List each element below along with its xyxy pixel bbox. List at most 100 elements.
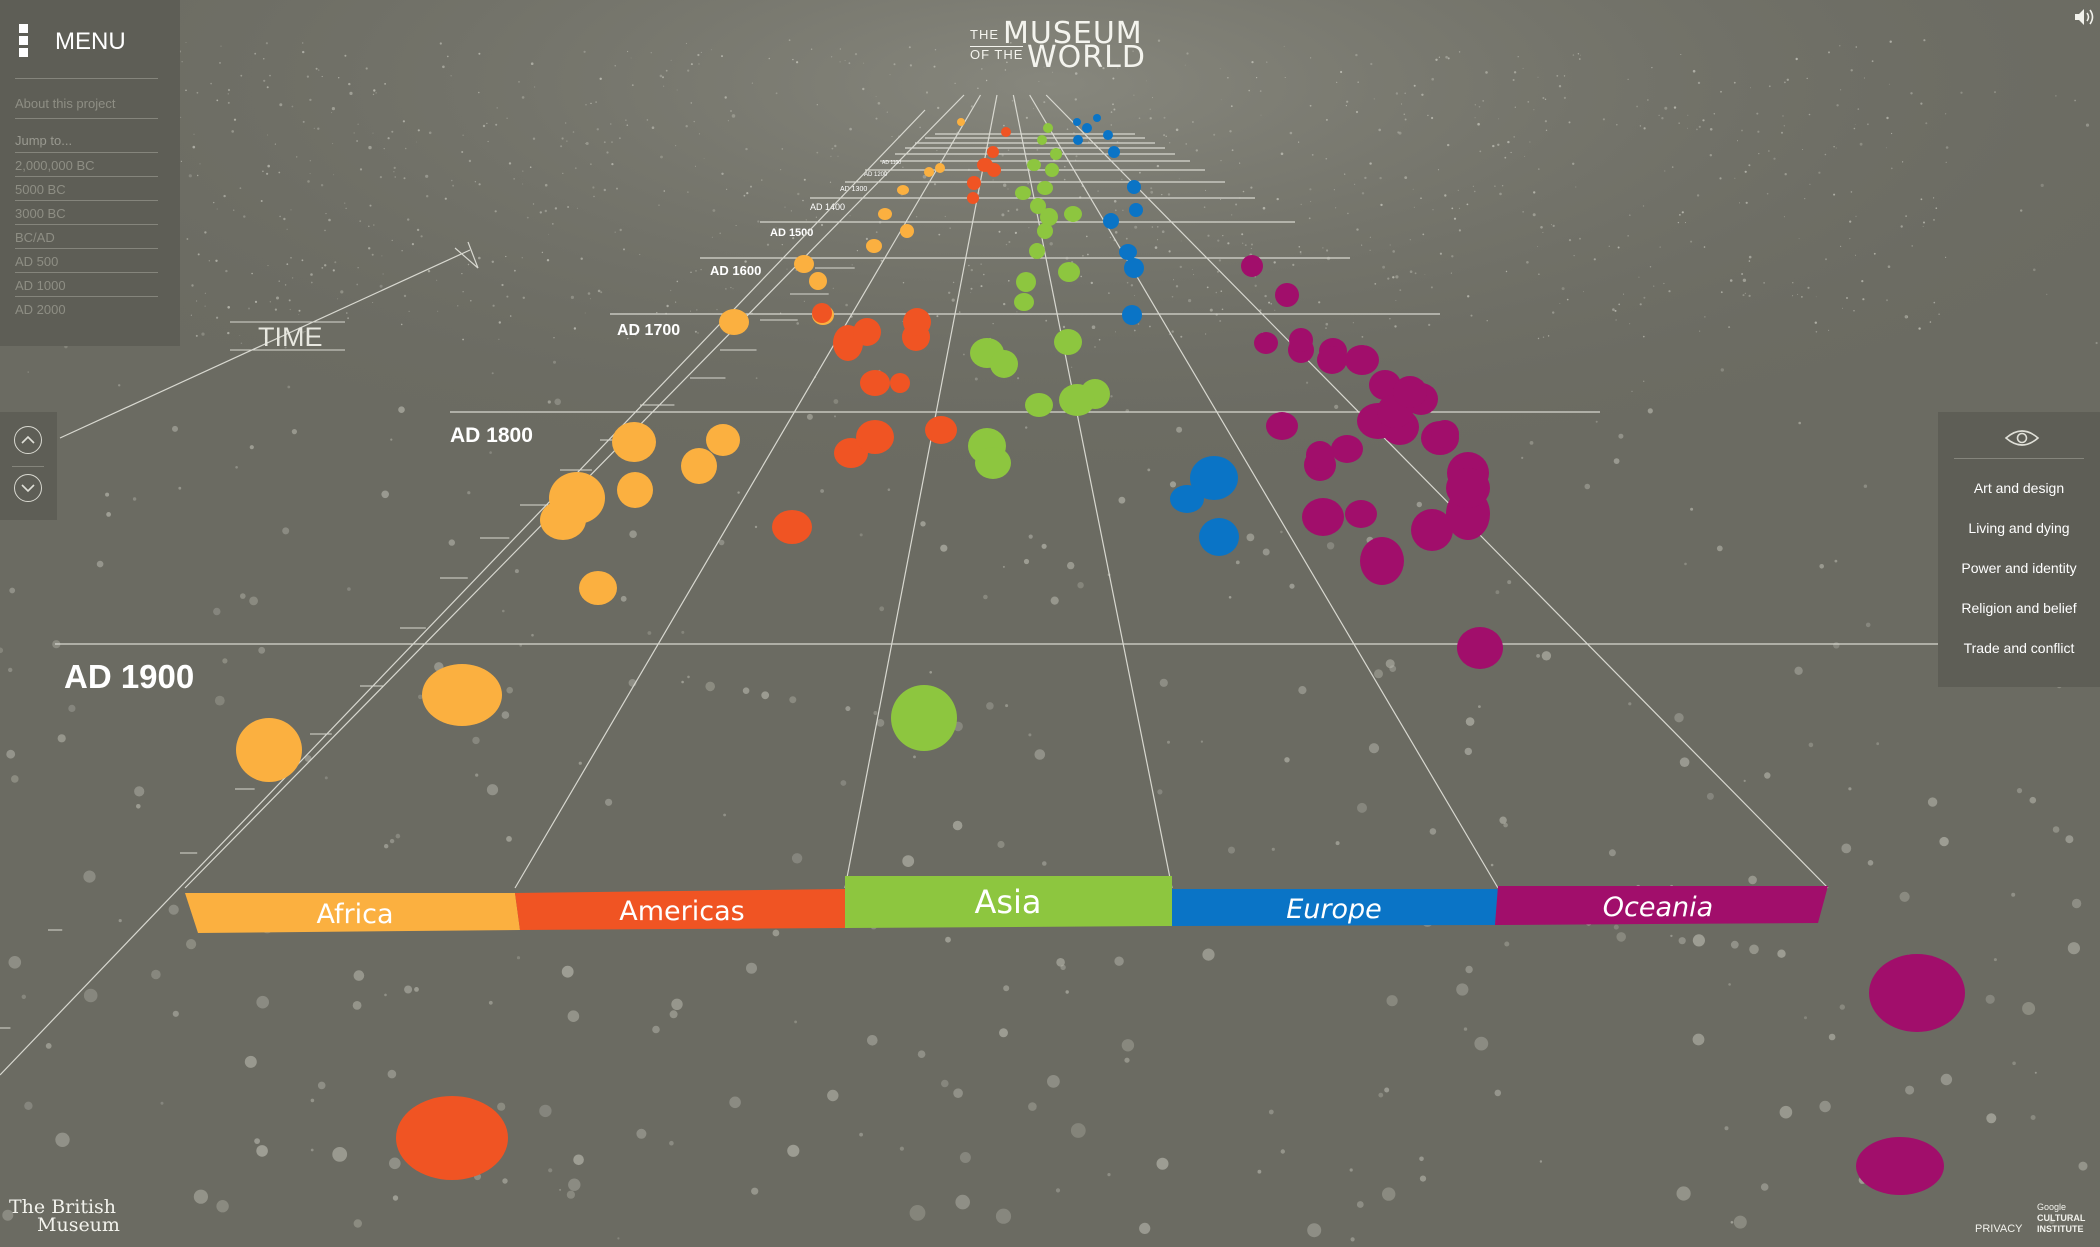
eye-icon[interactable] xyxy=(2004,428,2040,448)
object-dot-europe[interactable] xyxy=(1124,258,1144,278)
object-dot-africa[interactable] xyxy=(809,272,827,290)
object-dot-asia[interactable] xyxy=(1025,393,1053,417)
region-band[interactable]: Africa Americas Asia Europe Oceania xyxy=(185,876,1828,933)
object-dot-asia[interactable] xyxy=(1064,206,1082,222)
object-dot-oceania[interactable] xyxy=(1266,412,1298,440)
object-dot-oceania[interactable] xyxy=(1431,420,1459,448)
object-dot-asia[interactable] xyxy=(1029,243,1045,259)
scroll-down-button[interactable] xyxy=(14,474,42,502)
object-dot-africa[interactable] xyxy=(935,163,945,173)
object-dot-americas[interactable] xyxy=(987,146,999,158)
object-dot-oceania[interactable] xyxy=(1345,345,1379,375)
object-dot-asia[interactable] xyxy=(1050,148,1062,160)
museum-of-the-world-logo[interactable]: THE OF THE MUSEUM WORLD xyxy=(960,16,1160,75)
object-dot-europe[interactable] xyxy=(1093,114,1101,122)
object-dots[interactable] xyxy=(236,114,1965,1195)
object-dot-oceania[interactable] xyxy=(1241,255,1263,277)
object-dot-americas[interactable] xyxy=(1001,127,1011,137)
object-dot-americas[interactable] xyxy=(856,420,894,454)
object-dot-americas[interactable] xyxy=(903,308,931,336)
object-dot-asia[interactable] xyxy=(1045,163,1059,177)
object-dot-asia[interactable] xyxy=(1058,262,1080,282)
object-dot-oceania[interactable] xyxy=(1446,468,1490,508)
object-dot-americas[interactable] xyxy=(860,370,890,396)
region-asia-segment[interactable] xyxy=(845,876,1172,928)
object-dot-asia[interactable] xyxy=(1030,198,1046,214)
object-dot-asia[interactable] xyxy=(1037,181,1053,195)
privacy-link[interactable]: PRIVACY xyxy=(1975,1223,2023,1235)
filter-power-and-identity[interactable]: Power and identity xyxy=(1961,560,2077,576)
object-dot-oceania[interactable] xyxy=(1345,500,1377,528)
object-dot-asia[interactable] xyxy=(1054,329,1082,355)
object-dot-europe[interactable] xyxy=(1108,146,1120,158)
object-dot-europe[interactable] xyxy=(1103,130,1113,140)
object-dot-oceania[interactable] xyxy=(1856,1137,1944,1195)
object-dot-asia[interactable] xyxy=(1037,135,1047,145)
object-dot-europe[interactable] xyxy=(1103,213,1119,229)
object-dot-europe[interactable] xyxy=(1073,135,1083,145)
object-dot-asia[interactable] xyxy=(1014,293,1034,311)
object-dot-asia[interactable] xyxy=(1043,123,1053,133)
jump-item[interactable]: AD 500 xyxy=(15,254,59,269)
google-cultural-institute-logo[interactable]: Google CULTURAL INSTITUTE xyxy=(2037,1202,2085,1235)
object-dot-africa[interactable] xyxy=(540,500,586,540)
object-dot-asia[interactable] xyxy=(1059,384,1095,416)
object-dot-africa[interactable] xyxy=(579,571,617,605)
object-dot-africa[interactable] xyxy=(681,448,717,484)
menu-about-link[interactable]: About this project xyxy=(15,96,116,111)
object-dot-africa[interactable] xyxy=(422,664,502,726)
object-dot-europe[interactable] xyxy=(1119,244,1137,260)
object-dot-americas[interactable] xyxy=(967,192,979,204)
object-dot-oceania[interactable] xyxy=(1317,346,1347,374)
object-dot-americas[interactable] xyxy=(925,416,957,444)
object-dot-europe[interactable] xyxy=(1129,203,1143,217)
object-dot-americas[interactable] xyxy=(772,510,812,544)
object-dot-oceania[interactable] xyxy=(1289,328,1313,352)
object-dot-asia[interactable] xyxy=(975,447,1011,479)
filter-trade-and-conflict[interactable]: Trade and conflict xyxy=(1963,640,2075,656)
menu-icon[interactable] xyxy=(19,24,29,64)
object-dot-americas[interactable] xyxy=(890,373,910,393)
object-dot-oceania[interactable] xyxy=(1302,498,1344,536)
object-dot-africa[interactable] xyxy=(612,422,656,462)
object-dot-europe[interactable] xyxy=(1170,485,1204,513)
object-dot-asia[interactable] xyxy=(1015,186,1031,200)
object-dot-oceania[interactable] xyxy=(1306,441,1334,469)
jump-item[interactable]: 2,000,000 BC xyxy=(15,158,95,173)
scroll-up-button[interactable] xyxy=(14,426,42,454)
object-dot-africa[interactable] xyxy=(897,185,909,195)
region-americas-segment[interactable] xyxy=(515,889,845,930)
object-dot-oceania[interactable] xyxy=(1457,627,1503,669)
region-europe-label[interactable]: Europe xyxy=(1286,894,1382,925)
jump-item[interactable]: AD 1000 xyxy=(15,278,66,293)
region-asia-label[interactable]: Asia xyxy=(974,883,1041,921)
object-dot-europe[interactable] xyxy=(1127,180,1141,194)
object-dot-americas[interactable] xyxy=(853,318,881,346)
region-oceania-segment[interactable] xyxy=(1495,886,1828,925)
region-europe-segment[interactable] xyxy=(1172,889,1498,926)
region-africa-segment[interactable] xyxy=(185,893,520,933)
object-dot-europe[interactable] xyxy=(1073,118,1081,126)
filter-living-and-dying[interactable]: Living and dying xyxy=(1968,520,2070,536)
object-dot-oceania[interactable] xyxy=(1360,537,1404,585)
object-dot-europe[interactable] xyxy=(1199,518,1239,556)
object-dot-asia[interactable] xyxy=(1040,208,1058,226)
object-dot-europe[interactable] xyxy=(1082,123,1092,133)
object-dot-oceania[interactable] xyxy=(1254,332,1278,354)
filter-religion-and-belief[interactable]: Religion and belief xyxy=(1961,600,2077,616)
object-dot-africa[interactable] xyxy=(878,208,892,220)
jump-item[interactable]: 3000 BC xyxy=(15,206,66,221)
object-dot-africa[interactable] xyxy=(617,472,653,508)
object-dot-oceania[interactable] xyxy=(1369,370,1401,400)
menu-label[interactable]: MENU xyxy=(55,28,126,55)
object-dot-asia[interactable] xyxy=(1016,272,1036,292)
object-dot-oceania[interactable] xyxy=(1331,435,1363,463)
object-dot-asia[interactable] xyxy=(1037,223,1053,239)
object-dot-africa[interactable] xyxy=(706,424,740,456)
object-dot-americas[interactable] xyxy=(967,176,981,190)
object-dot-asia[interactable] xyxy=(891,685,957,751)
object-dot-africa[interactable] xyxy=(957,118,965,126)
object-dot-africa[interactable] xyxy=(236,718,302,782)
object-dot-africa[interactable] xyxy=(794,255,814,273)
